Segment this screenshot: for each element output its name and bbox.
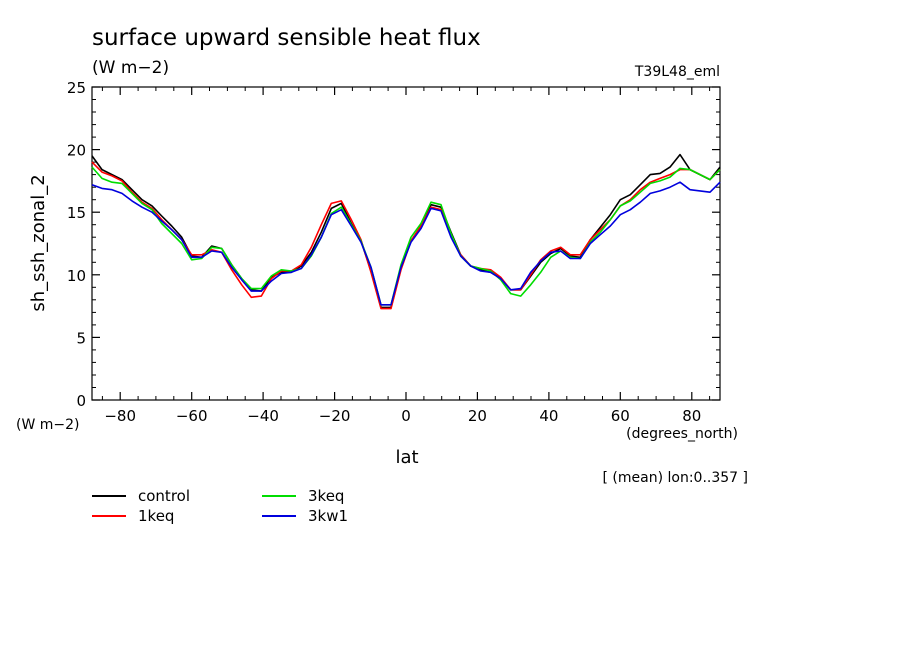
x-tick-label: 40 — [539, 407, 558, 425]
y-axis-label: sh_ssh_zonal_2 — [28, 174, 49, 311]
series-line-1keq — [91, 161, 721, 310]
series-line-control — [91, 153, 721, 309]
model-label: T39L48_eml — [634, 64, 720, 80]
x-tick-label: −20 — [319, 407, 351, 425]
x-tick-label: 80 — [682, 407, 701, 425]
x-tick-label: −60 — [176, 407, 208, 425]
series-line-3kw1 — [91, 181, 721, 306]
y-axis-units: (W m−2) — [16, 417, 80, 433]
series-line-3keq — [91, 166, 721, 306]
x-tick-label: −80 — [104, 407, 136, 425]
chart-title: surface upward sensible heat flux — [92, 25, 481, 51]
mean-annotation: [ (mean) lon:0..357 ] — [603, 470, 748, 486]
x-tick-label: 20 — [468, 407, 487, 425]
legend-label-3kw1: 3kw1 — [308, 507, 348, 525]
legend-label-3keq: 3keq — [308, 487, 344, 505]
y-tick-label: 15 — [67, 204, 86, 222]
y-tick-label: 5 — [76, 329, 86, 347]
axis-ticks: −80 −60 −40 −20 0 20 40 60 80 0 5 10 15 20 25 — [67, 79, 720, 425]
x-tick-label: 0 — [401, 407, 411, 425]
y-tick-label: 20 — [67, 142, 86, 160]
legend-label-1keq: 1keq — [138, 507, 174, 525]
series-lines — [91, 153, 721, 310]
y-tick-label: 10 — [67, 267, 86, 285]
y-tick-label: 0 — [76, 392, 86, 410]
x-axis-units: (degrees_north) — [626, 426, 738, 442]
x-tick-label: 60 — [611, 407, 630, 425]
x-axis-label: lat — [395, 447, 418, 468]
y-tick-label: 25 — [67, 79, 86, 97]
x-tick-label: −40 — [247, 407, 279, 425]
plot-frame — [91, 86, 721, 401]
title-units: (W m−2) — [92, 58, 169, 78]
legend-label-control: control — [138, 487, 190, 505]
legend: control 1keq 3keq 3kw1 — [92, 487, 348, 525]
